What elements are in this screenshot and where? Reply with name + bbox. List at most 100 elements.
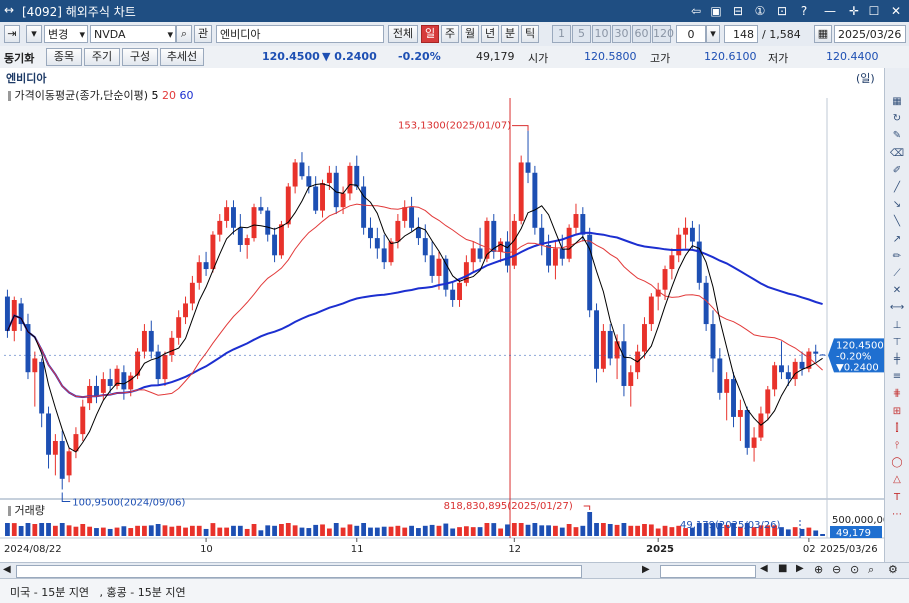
volume-bar (155, 524, 161, 536)
chart-area[interactable]: 155,0000145,0000135,0000125,0000115,0000… (0, 68, 884, 562)
dock-left-button[interactable]: ⇥ (4, 25, 20, 43)
scroll-right-icon[interactable]: ▶ (642, 564, 650, 575)
period-tab[interactable]: 일 (421, 25, 439, 43)
interval-button[interactable]: 60 (632, 25, 651, 43)
quote-tab[interactable]: 구성 (122, 48, 158, 66)
mode-select[interactable]: 변경 ▾ (44, 25, 88, 43)
ray-icon[interactable]: ↗ (892, 233, 902, 245)
scroll-left-icon[interactable]: ◀ (3, 564, 11, 575)
candle (135, 351, 141, 376)
zoom-reset-icon[interactable]: ⊙ (850, 563, 860, 576)
window-menu-icon[interactable]: ↔ (4, 3, 15, 17)
level-icon[interactable]: ⊤ (892, 336, 902, 348)
volume-bar (25, 523, 31, 536)
screen-icon[interactable]: ▣ (710, 4, 722, 18)
period-tab[interactable]: 년 (481, 25, 499, 43)
price-chart[interactable]: 155,0000145,0000135,0000125,0000115,0000… (0, 68, 884, 562)
price-mark-icon[interactable]: ⫯ (894, 440, 900, 451)
period-tab[interactable]: 틱 (521, 25, 539, 43)
quote-tab[interactable]: 종목 (46, 48, 82, 66)
period-icon[interactable]: ⊞ (892, 405, 902, 417)
count-field[interactable]: 148 (724, 25, 758, 43)
vertical-bar-icon[interactable]: ⫿ (895, 422, 899, 434)
vertical-line-icon[interactable]: ⊥ (892, 319, 902, 331)
window-icon[interactable]: ⊡ (776, 4, 788, 18)
channel-icon[interactable]: ╪ (893, 354, 901, 365)
candle (388, 241, 394, 263)
interval-button[interactable]: 5 (572, 25, 591, 43)
arrow-line-icon[interactable]: ↘ (892, 199, 902, 211)
minimize-icon[interactable]: — (824, 4, 836, 18)
num-icon[interactable]: ① (754, 4, 766, 18)
segment-icon[interactable]: ╲ (893, 216, 901, 228)
candle (210, 234, 216, 270)
maximize-icon[interactable]: ☐ (868, 4, 880, 18)
move-icon[interactable]: ✛ (848, 4, 860, 18)
interval-field[interactable]: 0 (676, 25, 706, 43)
period-tab[interactable]: 분 (501, 25, 519, 43)
zoom-out-icon[interactable]: ⊖ (832, 563, 842, 576)
interval-button[interactable]: 10 (592, 25, 611, 43)
candle (32, 358, 38, 373)
edit-icon[interactable]: ✐ (892, 164, 902, 176)
interval-button[interactable]: 1 (552, 25, 571, 43)
interval-dropdown[interactable]: ▾ (706, 25, 720, 43)
line-icon[interactable]: ╱ (893, 182, 901, 193)
eraser-icon[interactable]: ⌫ (889, 147, 905, 159)
date-field[interactable]: 2025/03/26 (834, 25, 906, 43)
period-tab[interactable]: 월 (461, 25, 479, 43)
dock-icon[interactable]: ⊟ (732, 4, 744, 18)
search-button[interactable]: ⌕ (176, 25, 192, 43)
candle (251, 207, 257, 239)
help-icon[interactable]: ? (800, 4, 808, 18)
more-icon[interactable]: ⋯ (892, 508, 902, 520)
candle (272, 234, 278, 256)
prev-icon[interactable]: ◀ (760, 563, 768, 574)
scroll-thumb[interactable] (16, 565, 582, 578)
zoom-in-icon[interactable]: ⊕ (814, 563, 824, 576)
rotate-icon[interactable]: ↻ (892, 113, 902, 125)
pencil-icon[interactable]: ✏ (892, 250, 902, 262)
search-chart-icon[interactable]: ⌕ (868, 563, 875, 576)
whole-button[interactable]: 전체 (388, 25, 418, 43)
ellipse-icon[interactable]: ◯ (891, 457, 903, 469)
volume-bar (470, 527, 476, 536)
volume-bar (628, 525, 634, 536)
candle (409, 207, 415, 228)
candle (779, 365, 784, 373)
volume-bar (703, 523, 709, 536)
settings-icon[interactable]: ⚙ (888, 563, 898, 576)
grid-icon[interactable]: ▦ (892, 96, 902, 107)
volume-bar (87, 526, 93, 536)
triangle-icon[interactable]: △ (893, 474, 901, 486)
close-icon[interactable]: ✕ (890, 4, 902, 18)
volume-bar (484, 523, 490, 536)
chart-scrollbar[interactable]: ◀ ▶ ◀ ■ ▶ ⊕ ⊖ ⊙ ⌕ ⚙ (0, 562, 909, 579)
volume-bar (135, 525, 140, 536)
gann-icon[interactable]: ⋕ (892, 388, 902, 400)
candle (100, 379, 106, 393)
down-button[interactable]: ▾ (26, 25, 42, 43)
volume-bar (539, 525, 545, 536)
symbol-input[interactable]: NVDA ▾ (90, 25, 176, 43)
stop-icon[interactable]: ■ (778, 563, 788, 574)
trend-icon[interactable]: ⟋ (893, 268, 901, 279)
quote-tab[interactable]: 추세선 (160, 48, 204, 66)
interval-button[interactable]: 30 (612, 25, 631, 43)
link-icon[interactable]: ⇦ (690, 4, 702, 18)
next-icon[interactable]: ▶ (796, 563, 804, 574)
related-button[interactable]: 관 (194, 25, 212, 43)
calendar-button[interactable]: ▦ (814, 25, 832, 43)
width-icon[interactable]: ⟷ (889, 302, 905, 314)
candle (306, 176, 312, 187)
zoom-slider[interactable] (660, 565, 756, 578)
pen-icon[interactable]: ✎ (892, 130, 902, 142)
period-tab[interactable]: 주 (441, 25, 459, 43)
interval-button[interactable]: 120 (652, 25, 674, 43)
fib-icon[interactable]: ≡ (892, 371, 902, 383)
cross-icon[interactable]: ✕ (892, 285, 902, 297)
volume-bar (292, 525, 298, 536)
quote-tab[interactable]: 주기 (84, 48, 120, 66)
text-tool-icon[interactable]: T (893, 491, 901, 503)
volume-bar (196, 525, 202, 536)
